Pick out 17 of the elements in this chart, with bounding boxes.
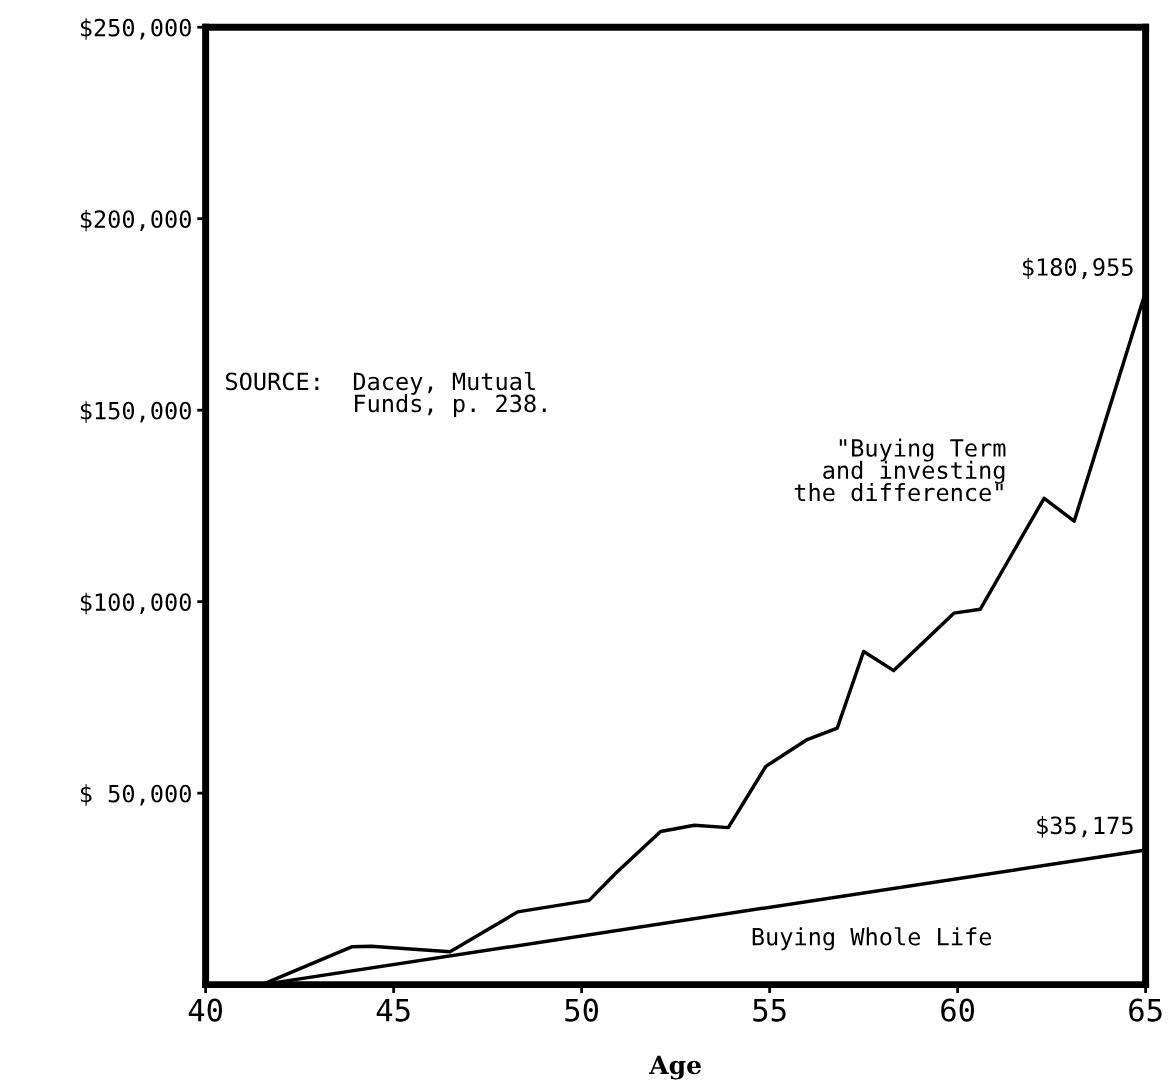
y-tick-label: $250,000 <box>80 18 191 40</box>
x-tick-label: 50 <box>565 998 599 1022</box>
series-label: Buying Whole Life <box>752 927 992 951</box>
series-label: "Buying Term and investing the difference" <box>794 438 1006 502</box>
x-tick-label: 40 <box>188 998 223 1022</box>
x-tick-label: 65 <box>1129 998 1162 1022</box>
data-label: $180,955 <box>1022 257 1133 280</box>
y-tick-label: $ 50,000 <box>80 784 191 806</box>
y-tick-label: $100,000 <box>80 592 191 615</box>
x-axis-title: Age <box>649 1055 701 1080</box>
x-tick-label: 55 <box>753 998 786 1022</box>
y-tick-label: $200,000 <box>80 209 191 232</box>
y-tick-label: $150,000 <box>80 401 191 423</box>
annotation: SOURCE: Dacey, Mutual Funds, p. 238. <box>226 371 546 417</box>
data-label: $35,175 <box>1037 815 1133 838</box>
x-tick-label: 60 <box>941 998 975 1022</box>
x-tick-label: 45 <box>376 998 410 1022</box>
